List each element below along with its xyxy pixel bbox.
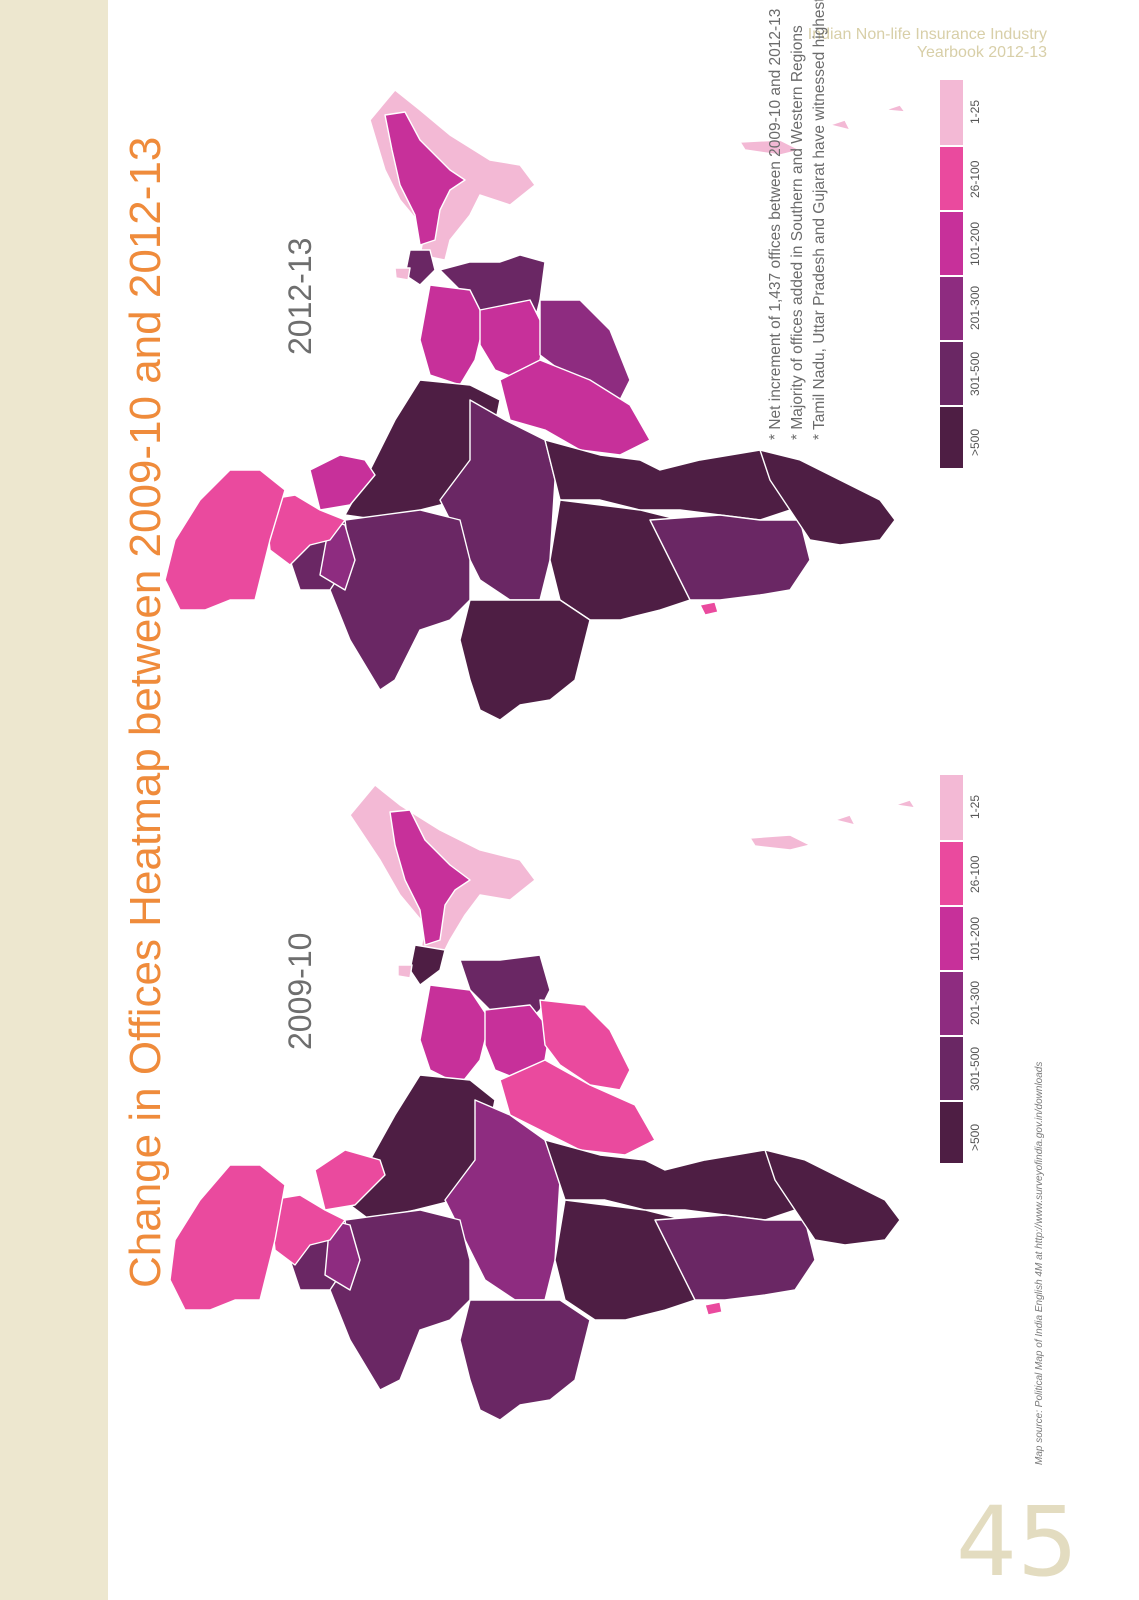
map-label-2009-10: 2009-10: [282, 932, 318, 1050]
region-up: [499, 1059, 656, 1156]
region-karnataka: [264, 494, 346, 566]
legend-label: 201-300: [968, 285, 982, 330]
islands-top: [739, 104, 906, 156]
map-label-2012-13: 2012-13: [282, 237, 318, 355]
note-item: * Majority of offices added in Southern …: [789, 25, 806, 440]
legend-label: 101-200: [968, 221, 982, 266]
region-odisha: [539, 999, 631, 1091]
page-number: 45: [956, 1486, 1079, 1598]
region-ladakh-ne-island: [394, 267, 411, 281]
legend-label: 301-500: [968, 351, 982, 396]
legend-swatch: [940, 277, 963, 340]
notes-block: * Net increment of 1,437 offices between…: [766, 0, 832, 440]
region-himachal: [649, 514, 811, 601]
region-north-east-core: [384, 111, 466, 246]
region-bihar: [419, 284, 486, 386]
region-karnataka: [269, 1194, 346, 1266]
region-delhi: [704, 1301, 723, 1316]
legend-swatch: [940, 1037, 963, 1100]
region-jk: [764, 1149, 901, 1246]
islands-bottom: [749, 799, 916, 851]
region-jk: [759, 449, 896, 546]
legend-label: 101-200: [968, 916, 982, 961]
legend-swatch: [940, 407, 963, 468]
sidebar-band: [0, 0, 108, 1600]
region-kerala-tn: [169, 1164, 286, 1311]
region-himachal: [654, 1214, 816, 1301]
page-header: Indian Non-life Insurance Industry Yearb…: [808, 26, 1047, 62]
map-source: Map source: Political Map of India Engli…: [1034, 1061, 1045, 1465]
region-bihar: [419, 984, 491, 1086]
legend-swatch: [940, 842, 963, 905]
legend-label: >500: [968, 428, 982, 456]
legend-label: 1-25: [968, 99, 982, 124]
legend-label: 201-300: [968, 980, 982, 1025]
legend-swatch: [940, 212, 963, 275]
legend-label: 1-25: [968, 794, 982, 819]
legend-swatch: [940, 342, 963, 405]
legend-label: 26-100: [968, 855, 982, 893]
legend-swatch: [940, 1102, 963, 1163]
map-2012-13: [164, 89, 896, 721]
legend-label: 301-500: [968, 1046, 982, 1091]
region-telangana: [324, 1219, 361, 1291]
region-up: [499, 359, 651, 456]
region-north-east-core: [389, 809, 471, 946]
header-line-2: Yearbook 2012-13: [916, 44, 1047, 61]
legend-swatch: [940, 147, 963, 210]
map-2009-10: [169, 784, 901, 1421]
legend-swatch: [940, 972, 963, 1035]
legend-swatch: [940, 80, 963, 145]
header-line-1: Indian Non-life Insurance Industry: [807, 26, 1047, 43]
region-gujarat: [459, 599, 591, 721]
region-delhi: [699, 601, 719, 616]
region-small-ne: [397, 964, 413, 979]
legend-swatch: [940, 907, 963, 970]
region-west-bengal: [409, 944, 446, 986]
region-kerala-tn: [164, 469, 286, 611]
note-item: * Net increment of 1,437 offices between…: [767, 8, 784, 440]
legend-label: 26-100: [968, 160, 982, 198]
legend-swatch: [940, 775, 963, 840]
legend-label: >500: [968, 1123, 982, 1151]
note-item: * Tamil Nadu, Uttar Pradesh and Gujarat …: [811, 0, 828, 440]
region-gujarat: [459, 1299, 591, 1421]
